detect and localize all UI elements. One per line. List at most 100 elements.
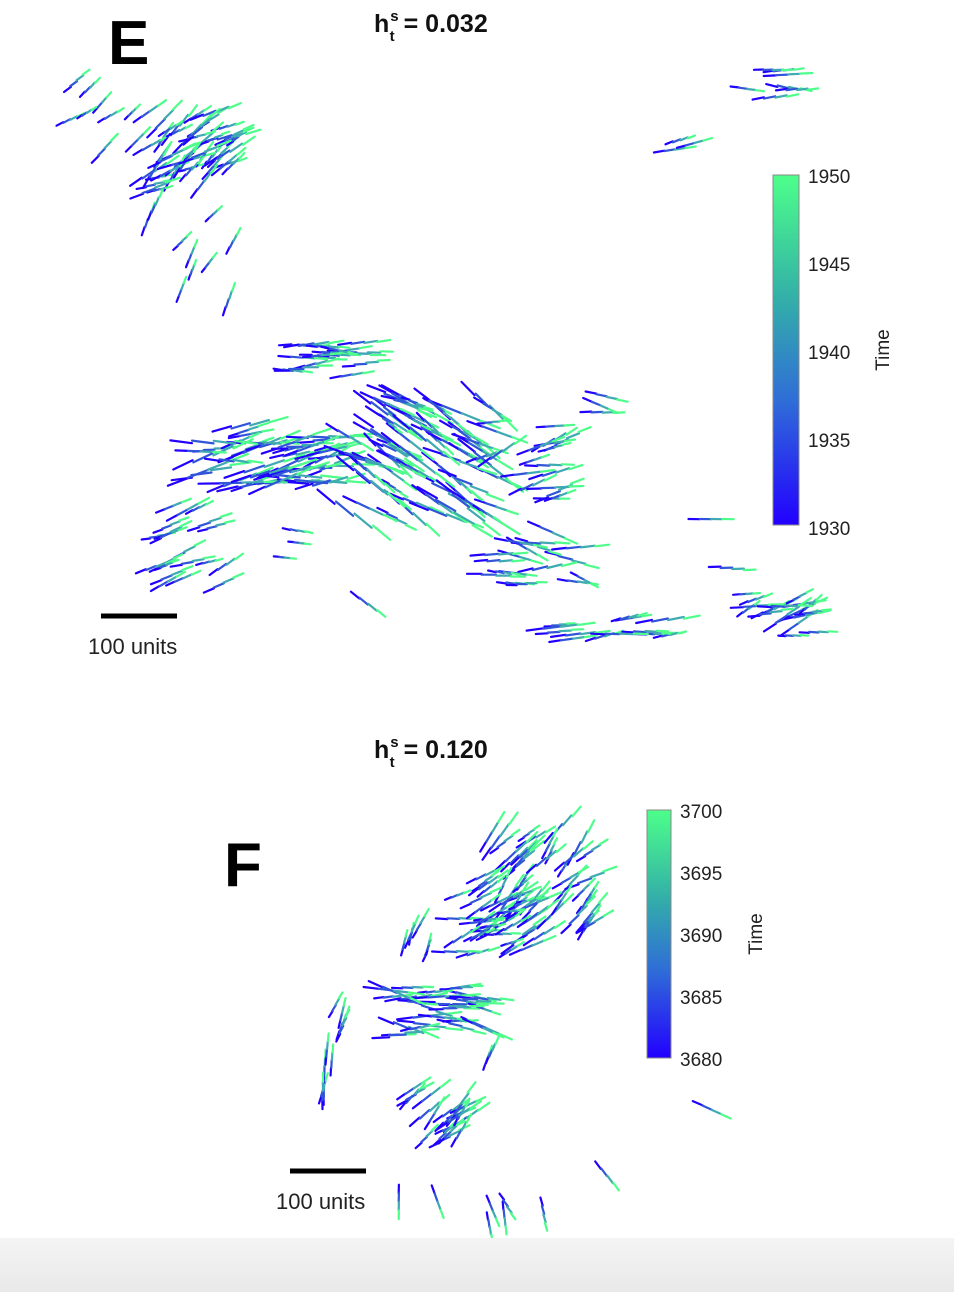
- trajectory-segment: [485, 830, 494, 843]
- trajectory-segment: [602, 909, 615, 918]
- trajectory-segment: [496, 840, 507, 849]
- trajectory-segment: [239, 435, 251, 443]
- trajectory-segment: [387, 442, 408, 458]
- trajectory-segment: [242, 123, 255, 131]
- trajectory-segment: [325, 422, 339, 432]
- trajectory-segment: [167, 575, 178, 583]
- trajectory-segment: [376, 338, 392, 343]
- trajectory-segment: [402, 497, 418, 505]
- trajectory-segment: [606, 1174, 615, 1185]
- trajectory-segment: [496, 459, 514, 471]
- trajectory-segment: [458, 1107, 472, 1117]
- trajectory-segment: [351, 451, 366, 460]
- trajectory-segment: [195, 561, 204, 567]
- trajectory-segment: [341, 364, 356, 368]
- trajectory-segment: [584, 390, 598, 395]
- panel-f-title-sup: s: [390, 734, 398, 751]
- trajectory-segment: [542, 934, 557, 943]
- trajectory-segment: [526, 470, 543, 475]
- trajectory-segment: [515, 840, 528, 853]
- trajectory-segment: [590, 843, 602, 852]
- trajectory-segment: [358, 596, 369, 606]
- trajectory-segment: [752, 591, 762, 595]
- trajectory-segment: [472, 504, 482, 512]
- trajectory-segment: [153, 181, 169, 189]
- trajectory-segment: [540, 453, 551, 459]
- trajectory-segment: [438, 1131, 447, 1140]
- trajectory-segment: [502, 570, 513, 575]
- trajectory-segment: [223, 451, 245, 462]
- trajectory-segment: [170, 148, 185, 157]
- trajectory-segment: [418, 407, 434, 413]
- trajectory-segment: [516, 940, 525, 948]
- trajectory-segment: [729, 85, 741, 89]
- trajectory-segment: [203, 171, 212, 183]
- trajectory-segment: [226, 122, 237, 128]
- trajectory-segment: [184, 123, 193, 130]
- trajectory-segment: [528, 902, 538, 913]
- trajectory-segment: [411, 985, 424, 989]
- trajectory-segment: [536, 553, 549, 562]
- trajectory-segment: [90, 105, 98, 112]
- trajectory-segment: [456, 891, 465, 897]
- trajectory-segment: [233, 552, 245, 561]
- trajectory-segment: [762, 74, 778, 78]
- trajectory-segment: [365, 458, 388, 469]
- trajectory-segment: [526, 573, 538, 577]
- trajectory-segment: [245, 128, 262, 136]
- trajectory-segment: [414, 1141, 423, 1150]
- panel-f-colorbar: [646, 809, 672, 1059]
- trajectory-segment: [320, 345, 332, 350]
- trajectory-segment: [455, 1129, 463, 1140]
- panel-f-tracks: [317, 805, 732, 1244]
- trajectory-segment: [243, 464, 266, 474]
- trajectory-segment: [360, 442, 375, 452]
- trajectory-segment: [500, 521, 521, 536]
- trajectory-segment: [571, 805, 582, 818]
- trajectory-segment: [450, 1136, 458, 1148]
- trajectory-segment: [478, 930, 488, 937]
- trajectory-segment: [792, 67, 805, 71]
- trajectory-segment: [453, 476, 473, 486]
- trajectory-segment: [594, 393, 608, 398]
- trajectory-segment: [503, 834, 514, 843]
- trajectory-segment: [314, 359, 329, 366]
- trajectory-segment: [202, 109, 217, 118]
- trajectory-segment: [411, 1099, 424, 1110]
- trajectory-segment: [553, 541, 571, 545]
- trajectory-segment: [806, 87, 820, 92]
- trajectory-segment: [172, 553, 184, 560]
- trajectory-segment: [701, 1104, 713, 1111]
- trajectory-segment: [55, 121, 65, 127]
- trajectory-segment: [287, 481, 310, 485]
- trajectory-segment: [426, 995, 447, 999]
- trajectory-segment: [433, 1104, 441, 1115]
- trajectory-segment: [682, 614, 701, 620]
- trajectory-segment: [607, 408, 619, 415]
- trajectory-segment: [178, 126, 187, 132]
- trajectory-segment: [514, 536, 529, 543]
- trajectory-segment: [326, 1040, 329, 1051]
- trajectory-segment: [520, 899, 529, 905]
- trajectory-segment: [182, 135, 195, 146]
- trajectory-segment: [579, 630, 597, 636]
- trajectory-segment: [494, 570, 505, 575]
- trajectory-segment: [460, 930, 472, 939]
- trajectory-segment: [89, 81, 96, 89]
- trajectory-segment: [184, 259, 190, 269]
- trajectory-segment: [565, 432, 581, 440]
- trajectory-segment: [412, 419, 424, 426]
- trajectory-segment: [396, 1092, 407, 1101]
- trajectory-segment: [150, 138, 162, 147]
- trajectory-segment: [584, 895, 596, 907]
- trajectory-segment: [178, 113, 189, 127]
- trajectory-segment: [410, 922, 417, 933]
- trajectory-segment: [522, 848, 532, 859]
- trajectory-segment: [515, 856, 525, 866]
- trajectory-segment: [430, 1085, 442, 1096]
- trajectory-segment: [599, 404, 611, 411]
- trajectory-segment: [75, 74, 85, 82]
- trajectory-segment: [436, 1200, 442, 1212]
- trajectory-segment: [391, 994, 404, 998]
- trajectory-segment: [153, 181, 165, 185]
